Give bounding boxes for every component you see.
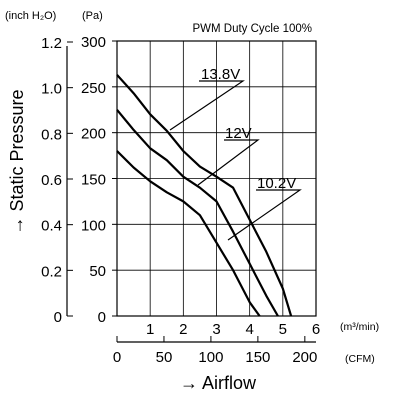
secondary-y-tick-label: 0 bbox=[54, 309, 62, 326]
series-label-12v: 12V bbox=[225, 125, 252, 142]
y-axis-label: → Static Pressure bbox=[7, 89, 27, 234]
y-unit-secondary: (inch H₂O) bbox=[5, 10, 56, 22]
x-unit-primary: (m³/min) bbox=[340, 321, 379, 333]
label-leaders bbox=[169, 80, 302, 241]
secondary-y-tick-label: 0.2 bbox=[41, 263, 62, 280]
x-unit-secondary: (CFM) bbox=[345, 353, 375, 365]
secondary-x-tick-label: 200 bbox=[292, 349, 317, 366]
y-tick-label: 0 bbox=[98, 309, 106, 326]
y-tick-label: 250 bbox=[81, 80, 106, 97]
secondary-y-tick-label: 0.4 bbox=[41, 218, 62, 235]
curves bbox=[116, 74, 293, 317]
y-tick-label: 150 bbox=[81, 172, 106, 189]
grid bbox=[117, 41, 316, 316]
series-label-13-8v: 13.8V bbox=[201, 66, 240, 83]
label-leader-2 bbox=[227, 189, 302, 241]
secondary-y-tick-label: 1.0 bbox=[41, 81, 62, 98]
chart-title: PWM Duty Cycle 100% bbox=[192, 23, 312, 35]
label-leader-0 bbox=[169, 80, 245, 131]
secondary-y-tick-label: 0.6 bbox=[41, 172, 62, 189]
series-line-2 bbox=[116, 150, 261, 317]
secondary-x-tick-label: 50 bbox=[156, 349, 173, 366]
x-axis-label: → Airflow bbox=[180, 373, 257, 393]
y-unit-primary: (Pa) bbox=[82, 10, 103, 22]
secondary-y-tick-label: 0.8 bbox=[41, 126, 62, 143]
secondary-x-tick-label: 100 bbox=[198, 349, 223, 366]
secondary-y-tick-label: 1.2 bbox=[41, 35, 62, 52]
x-tick-label: 2 bbox=[179, 321, 187, 338]
secondary-y-axis: 0 0.2 0.4 0.6 0.8 1.0 1.2 bbox=[41, 35, 73, 326]
series-line-0 bbox=[116, 74, 293, 317]
x-tick-label: 4 bbox=[245, 321, 253, 338]
axis-ticks: 0 50 100 150 200 250 300 1 2 3 4 5 6 0 50 100 150 200 bbox=[81, 34, 320, 366]
series-label-10-2v: 10.2V bbox=[257, 175, 296, 192]
x-tick-label: 6 bbox=[312, 321, 320, 338]
y-tick-label: 200 bbox=[81, 126, 106, 143]
secondary-x-tick-label: 0 bbox=[113, 349, 121, 366]
series-line-1 bbox=[116, 109, 279, 317]
x-tick-label: 5 bbox=[279, 321, 287, 338]
y-tick-label: 100 bbox=[81, 217, 106, 234]
label-leader-1 bbox=[197, 139, 260, 186]
x-tick-label: 1 bbox=[146, 321, 154, 338]
x-tick-label: 3 bbox=[212, 321, 220, 338]
secondary-x-tick-label: 150 bbox=[245, 349, 270, 366]
y-tick-label: 300 bbox=[81, 34, 106, 51]
y-tick-label: 50 bbox=[89, 263, 106, 280]
series-labels: 13.8V 12V 10.2V bbox=[201, 66, 296, 192]
